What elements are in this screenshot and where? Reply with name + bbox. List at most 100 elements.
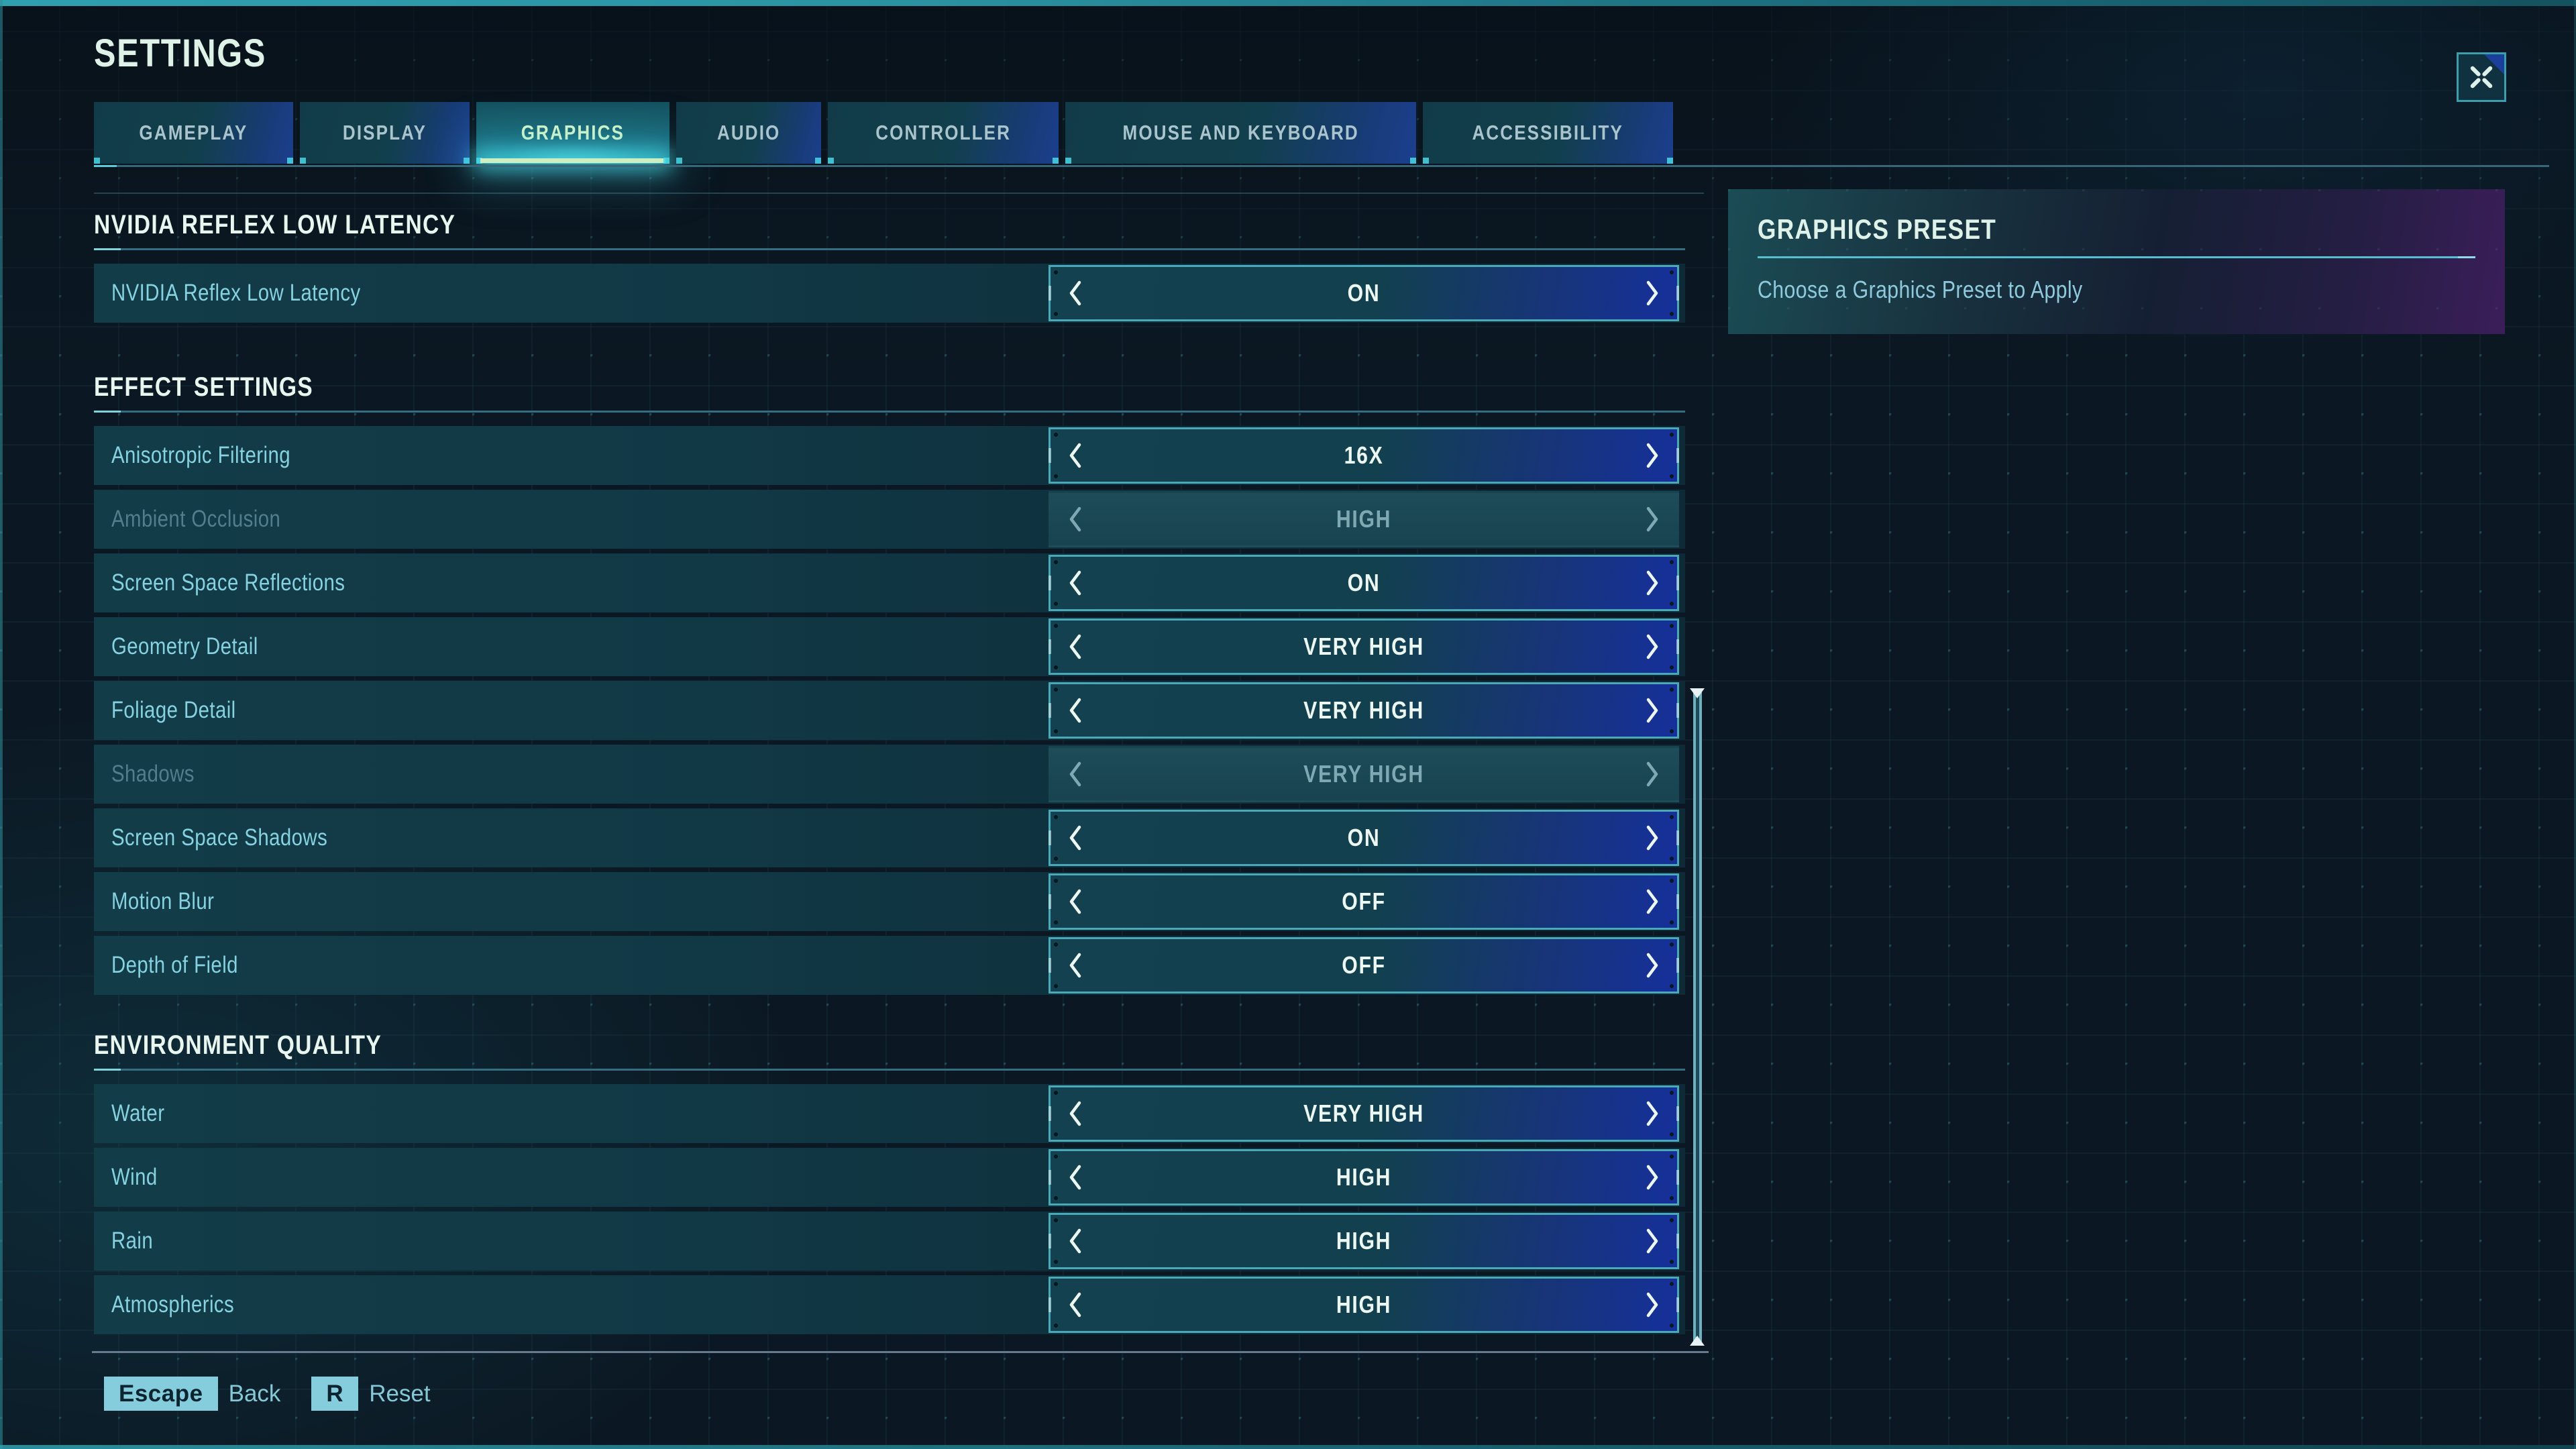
setting-selector: 16X bbox=[1049, 427, 1679, 484]
section-divider bbox=[94, 1069, 1685, 1071]
hint-reset[interactable]: R Reset bbox=[311, 1377, 431, 1411]
chevron-left-icon bbox=[1069, 953, 1081, 978]
tab-label: ACCESSIBILITY bbox=[1472, 121, 1624, 144]
decrease-value-button[interactable] bbox=[1067, 696, 1084, 725]
chevron-right-icon bbox=[1646, 698, 1658, 723]
decrease-value-button[interactable] bbox=[1067, 887, 1084, 916]
chevron-left-icon bbox=[1069, 889, 1081, 914]
tab-mouse-and-keyboard[interactable]: MOUSE AND KEYBOARD bbox=[1065, 102, 1417, 164]
setting-value: OFF bbox=[1342, 888, 1386, 915]
chevron-right-icon bbox=[1646, 1228, 1658, 1254]
section-title: EFFECT SETTINGS bbox=[94, 372, 1685, 402]
tab-gameplay[interactable]: GAMEPLAY bbox=[94, 102, 293, 164]
increase-value-button[interactable] bbox=[1644, 1163, 1661, 1192]
setting-value: HIGH bbox=[1336, 1291, 1392, 1318]
setting-label-text: Foliage Detail bbox=[111, 697, 236, 723]
increase-value-button[interactable] bbox=[1644, 568, 1661, 598]
setting-row-nvidia-reflex-low-latency[interactable]: NVIDIA Reflex Low Latency ON bbox=[94, 264, 1685, 323]
setting-label: Anisotropic Filtering bbox=[94, 442, 1049, 469]
decrease-value-button[interactable] bbox=[1067, 1099, 1084, 1128]
active-tab-underline bbox=[480, 158, 665, 163]
increase-value-button bbox=[1644, 759, 1661, 789]
setting-label: Depth of Field bbox=[94, 952, 1049, 979]
setting-selector: HIGH bbox=[1049, 491, 1679, 547]
decrease-value-button bbox=[1067, 759, 1084, 789]
setting-row-rain[interactable]: Rain HIGH bbox=[94, 1212, 1685, 1271]
increase-value-button[interactable] bbox=[1644, 823, 1661, 853]
increase-value-button[interactable] bbox=[1644, 696, 1661, 725]
chevron-left-icon bbox=[1069, 506, 1081, 532]
chevron-right-icon bbox=[1646, 1165, 1658, 1190]
setting-label: Ambient Occlusion bbox=[94, 506, 1049, 533]
setting-row-screen-space-shadows[interactable]: Screen Space Shadows ON bbox=[94, 808, 1685, 867]
chevron-right-icon bbox=[1646, 443, 1658, 468]
chevron-left-icon bbox=[1069, 1228, 1081, 1254]
setting-selector: VERY HIGH bbox=[1049, 1085, 1679, 1142]
decrease-value-button[interactable] bbox=[1067, 823, 1084, 853]
increase-value-button[interactable] bbox=[1644, 951, 1661, 980]
tab-label: GRAPHICS bbox=[521, 121, 625, 144]
tab-accessibility[interactable]: ACCESSIBILITY bbox=[1423, 102, 1674, 164]
tab-audio[interactable]: AUDIO bbox=[676, 102, 822, 164]
setting-row-depth-of-field[interactable]: Depth of Field OFF bbox=[94, 936, 1685, 995]
expand-collapse-x-icon bbox=[2470, 66, 2493, 89]
decrease-value-button[interactable] bbox=[1067, 1290, 1084, 1320]
chevron-left-icon bbox=[1069, 634, 1081, 659]
screen-left-border bbox=[0, 0, 3, 1449]
decrease-value-button[interactable] bbox=[1067, 441, 1084, 470]
section-environment-quality: ENVIRONMENT QUALITY Water VERY HIGH Wind HIG… bbox=[94, 1030, 1685, 1334]
hint-back[interactable]: Escape Back bbox=[104, 1377, 280, 1411]
tab-controller[interactable]: CONTROLLER bbox=[827, 102, 1059, 164]
setting-row-ambient-occlusion[interactable]: Ambient Occlusion HIGH bbox=[94, 490, 1685, 549]
setting-row-shadows[interactable]: Shadows VERY HIGH bbox=[94, 745, 1685, 804]
setting-label-text: Screen Space Shadows bbox=[111, 824, 328, 851]
decrease-value-button[interactable] bbox=[1067, 951, 1084, 980]
setting-selector: ON bbox=[1049, 265, 1679, 321]
chevron-right-icon bbox=[1646, 1101, 1658, 1126]
chevron-right-icon bbox=[1646, 570, 1658, 596]
setting-label-text: Screen Space Reflections bbox=[111, 570, 345, 596]
increase-value-button[interactable] bbox=[1644, 632, 1661, 661]
graphics-preset-panel[interactable]: GRAPHICS PRESET Choose a Graphics Preset… bbox=[1728, 189, 2505, 334]
setting-row-screen-space-reflections[interactable]: Screen Space Reflections ON bbox=[94, 553, 1685, 612]
setting-value: VERY HIGH bbox=[1303, 760, 1424, 788]
setting-value: VERY HIGH bbox=[1303, 633, 1424, 660]
setting-label-text: Ambient Occlusion bbox=[111, 506, 281, 532]
setting-row-motion-blur[interactable]: Motion Blur OFF bbox=[94, 872, 1685, 931]
increase-value-button[interactable] bbox=[1644, 1290, 1661, 1320]
setting-row-foliage-detail[interactable]: Foliage Detail VERY HIGH bbox=[94, 681, 1685, 740]
list-top-divider bbox=[94, 193, 1704, 194]
setting-row-water[interactable]: Water VERY HIGH bbox=[94, 1084, 1685, 1143]
increase-value-button[interactable] bbox=[1644, 441, 1661, 470]
setting-row-geometry-detail[interactable]: Geometry Detail VERY HIGH bbox=[94, 617, 1685, 676]
hint-label: Back bbox=[228, 1380, 281, 1407]
increase-value-button[interactable] bbox=[1644, 1099, 1661, 1128]
increase-value-button[interactable] bbox=[1644, 1226, 1661, 1256]
scrollbar-bottom-cap-icon bbox=[1690, 1336, 1705, 1346]
setting-selector: HIGH bbox=[1049, 1277, 1679, 1333]
decrease-value-button[interactable] bbox=[1067, 568, 1084, 598]
setting-row-wind[interactable]: Wind HIGH bbox=[94, 1148, 1685, 1207]
setting-row-atmospherics[interactable]: Atmospherics HIGH bbox=[94, 1275, 1685, 1334]
decrease-value-button[interactable] bbox=[1067, 278, 1084, 308]
setting-row-anisotropic-filtering[interactable]: Anisotropic Filtering 16X bbox=[94, 426, 1685, 485]
key-badge: Escape bbox=[104, 1377, 218, 1411]
decrease-value-button bbox=[1067, 504, 1084, 534]
setting-label: Atmospherics bbox=[94, 1291, 1049, 1318]
section-title-text: EFFECT SETTINGS bbox=[94, 372, 313, 402]
decrease-value-button[interactable] bbox=[1067, 1226, 1084, 1256]
chevron-right-icon bbox=[1646, 280, 1658, 306]
setting-label: Geometry Detail bbox=[94, 633, 1049, 660]
increase-value-button[interactable] bbox=[1644, 887, 1661, 916]
decrease-value-button[interactable] bbox=[1067, 1163, 1084, 1192]
increase-value-button[interactable] bbox=[1644, 278, 1661, 308]
tab-display[interactable]: DISPLAY bbox=[299, 102, 470, 164]
expand-button[interactable] bbox=[2457, 52, 2506, 102]
decrease-value-button[interactable] bbox=[1067, 632, 1084, 661]
settings-list: NVIDIA REFLEX LOW LATENCY NVIDIA Reflex L… bbox=[94, 209, 1685, 1339]
section-effect-settings: EFFECT SETTINGS Anisotropic Filtering 16X A… bbox=[94, 372, 1685, 995]
scrollbar[interactable] bbox=[1690, 688, 1705, 1346]
section-title-text: NVIDIA REFLEX LOW LATENCY bbox=[94, 210, 456, 239]
tab-graphics[interactable]: GRAPHICS bbox=[476, 102, 669, 164]
setting-label: Foliage Detail bbox=[94, 697, 1049, 724]
